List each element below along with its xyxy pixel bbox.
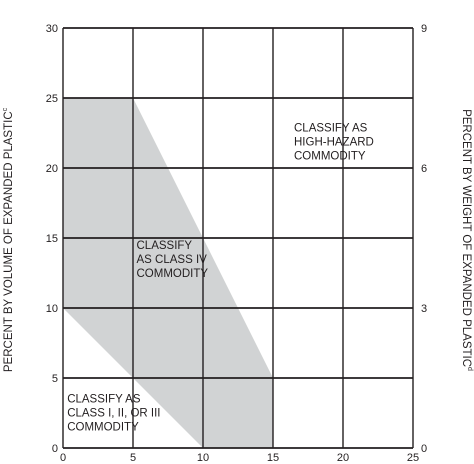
y-left-tick-label: 5 [52,373,58,385]
grid-layer [62,27,414,449]
y-axis-right-title: PERCENT BY WEIGHT OF EXPANDED PLASTICd [460,109,473,371]
x-tick-label: 25 [407,452,419,464]
region-label-high-hazard: CLASSIFY AS HIGH-HAZARD COMMODITY [294,123,374,163]
y-left-tick-label: 25 [46,93,58,105]
region-label-layer: CLASSIFY AS HIGH-HAZARD COMMODITY CLASSIFY A… [67,123,374,434]
x-tick-label: 20 [337,452,349,464]
x-tick-label: 0 [60,452,66,464]
class-iv-shaded-area [63,98,273,448]
y-right-tick-label: 9 [421,23,427,35]
y-right-tick-label: 6 [421,163,427,175]
y-left-tick-label: 30 [46,23,58,35]
y-left-tick-label: 0 [52,443,58,455]
y-left-tick-label: 20 [46,163,58,175]
y-axis-left-title: PERCENT BY VOLUME OF EXPANDED PLASTICc [2,107,15,372]
y-right-tick-label: 3 [421,303,427,315]
region-label-class-iv: CLASSIFY AS CLASS IV COMMODITY [137,240,209,280]
x-tick-label: 10 [197,452,209,464]
y-left-tick-label: 10 [46,303,58,315]
x-tick-label: 15 [267,452,279,464]
y-left-tick-label: 15 [46,233,58,245]
shaded-region-layer [63,98,273,448]
region-label-class-i-iii: CLASSIFY AS CLASS I, II, OR III COMMODITY [67,394,160,434]
y-right-tick-label: 0 [421,443,427,455]
x-tick-label: 5 [130,452,136,464]
